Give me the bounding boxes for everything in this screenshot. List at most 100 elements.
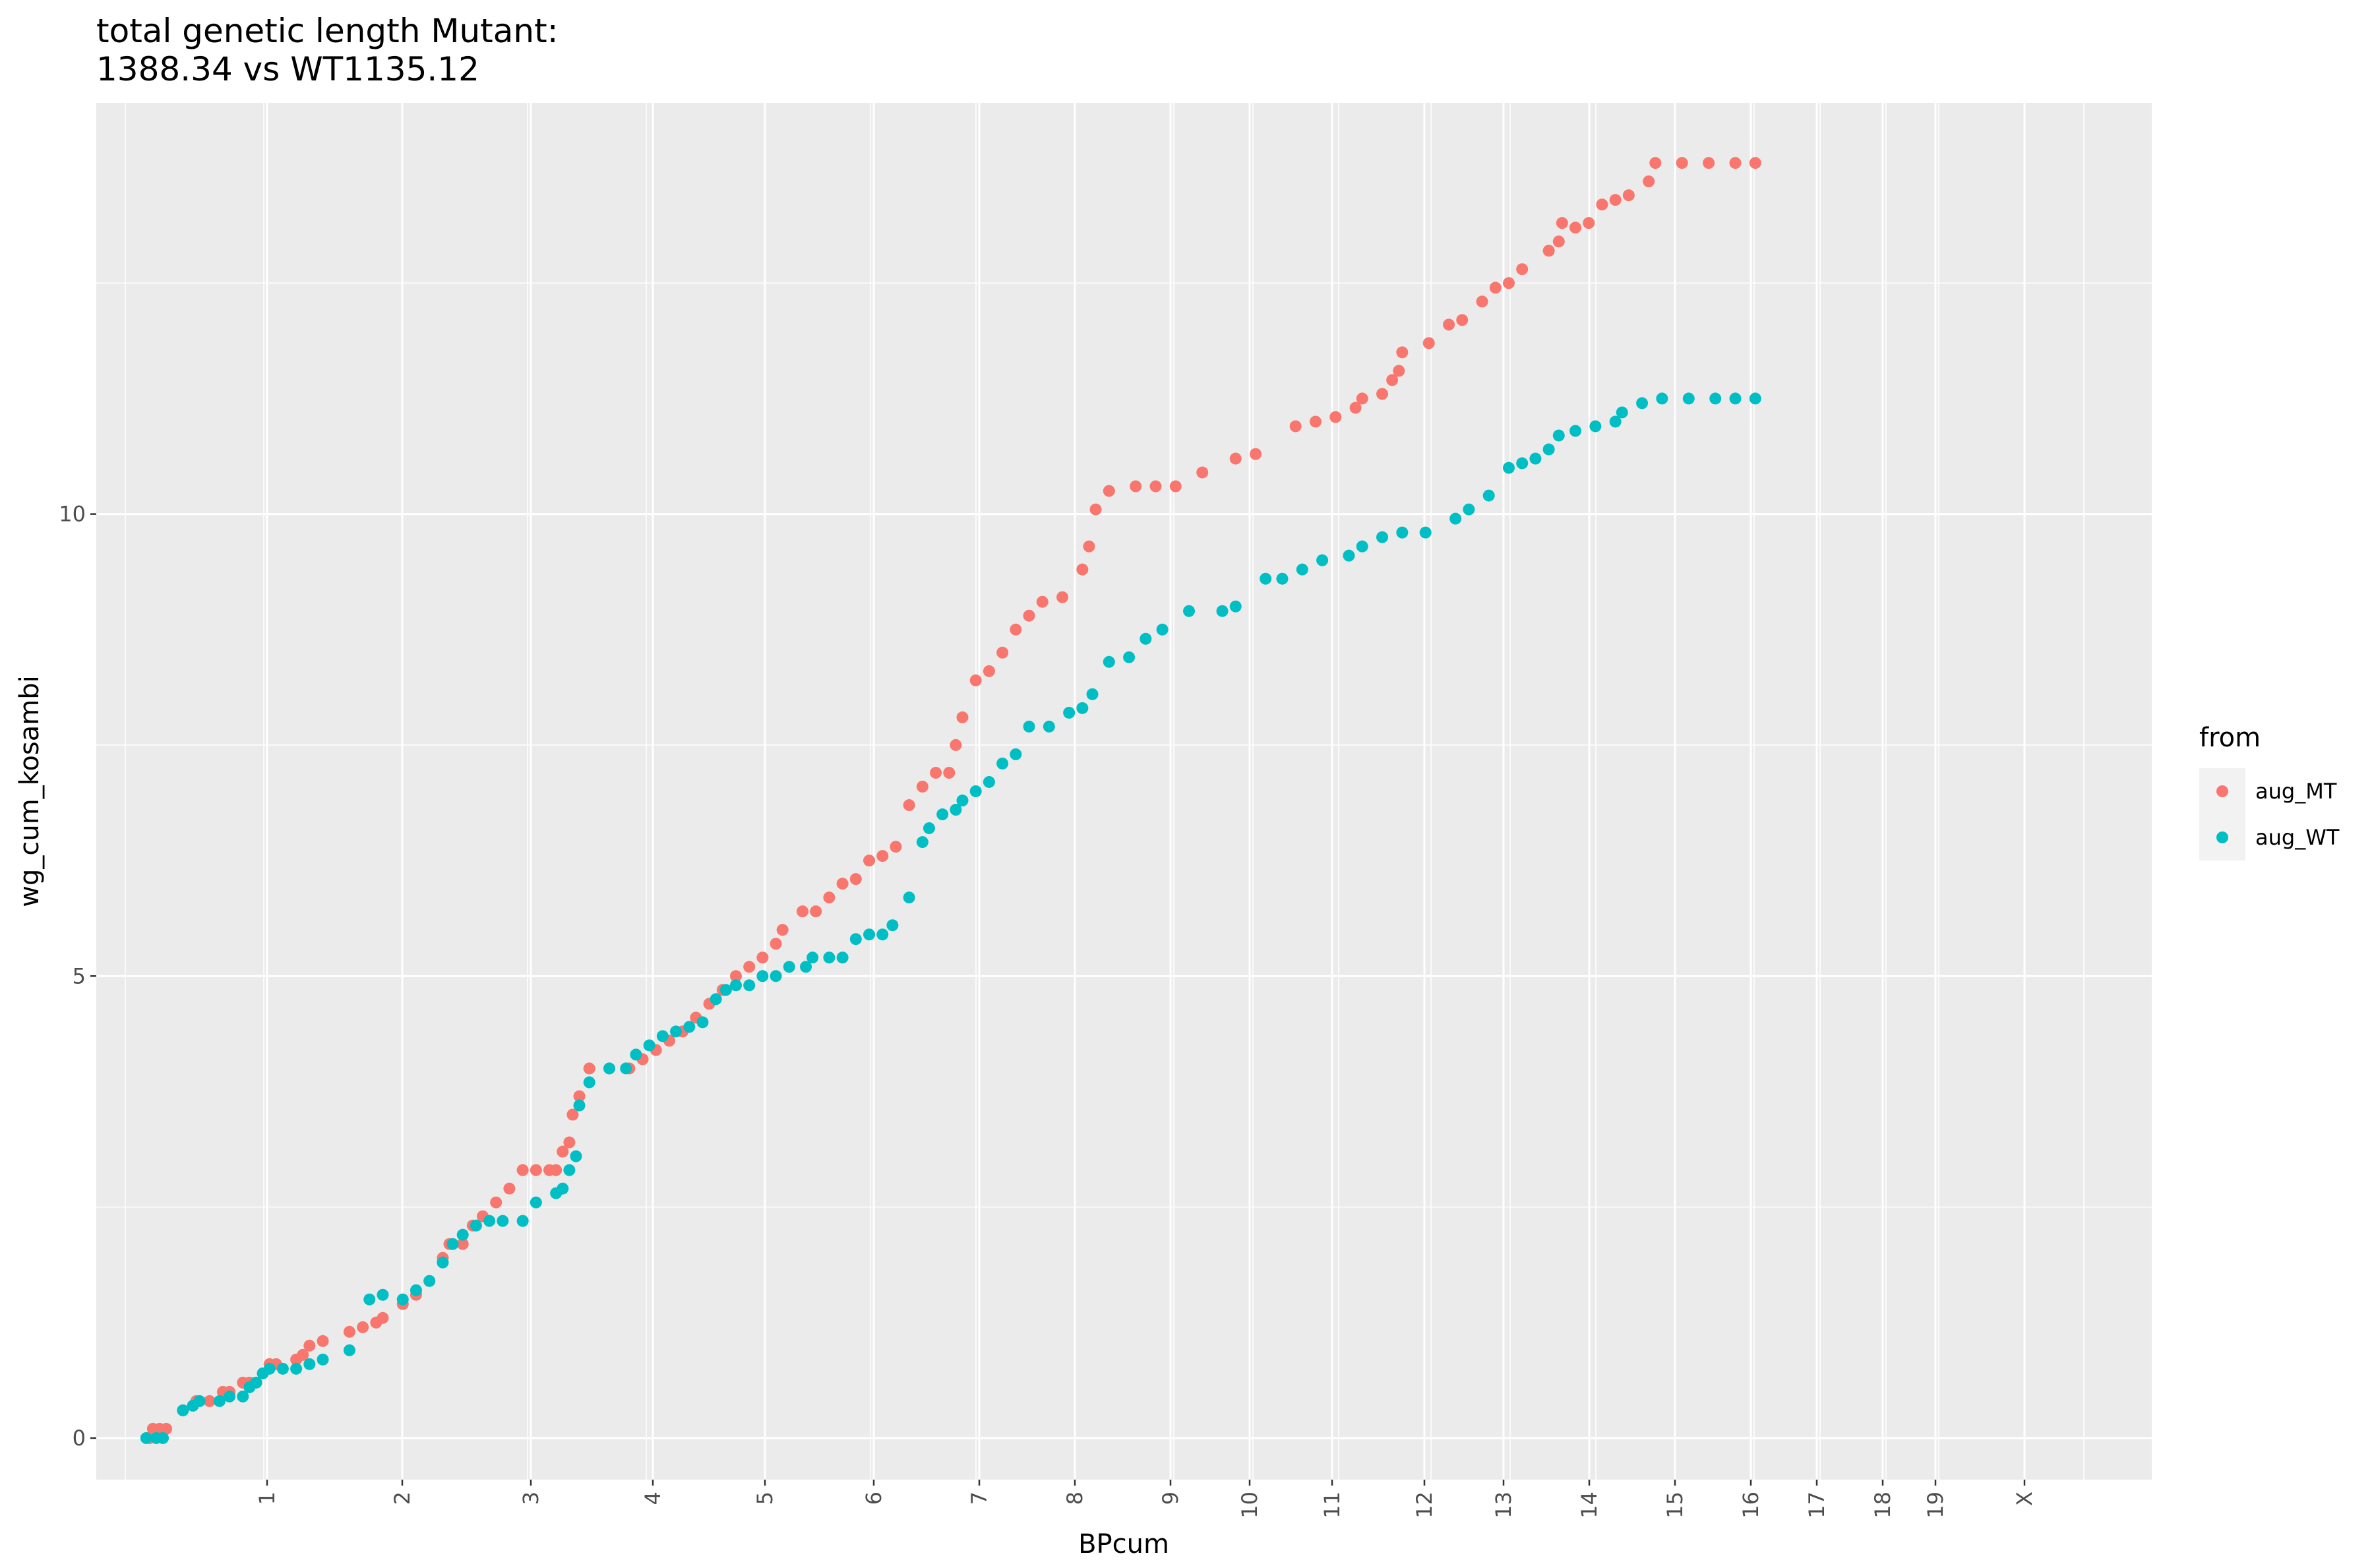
data-point-aug_MT — [1622, 189, 1635, 202]
data-point-aug_MT — [583, 1062, 595, 1075]
data-point-aug_WT — [823, 951, 836, 964]
data-point-aug_MT — [1309, 415, 1322, 428]
data-point-aug_MT — [317, 1335, 329, 1347]
data-point-aug_MT — [1643, 175, 1655, 188]
data-point-aug_MT — [550, 1164, 563, 1176]
data-point-aug_WT — [1316, 554, 1329, 566]
data-point-aug_WT — [1356, 540, 1368, 553]
data-point-aug_MT — [756, 951, 769, 964]
x-tick-label: 19 — [1923, 1492, 1948, 1519]
x-tick-label: 16 — [1738, 1492, 1763, 1519]
data-point-aug_WT — [1123, 651, 1136, 663]
x-tick-label: 10 — [1237, 1492, 1262, 1519]
data-point-aug_WT — [1482, 489, 1495, 502]
data-point-aug_MT — [1676, 157, 1688, 169]
data-point-aug_MT — [743, 961, 756, 973]
data-point-aug_WT — [1023, 720, 1035, 733]
data-point-aug_MT — [1229, 452, 1242, 465]
data-point-aug_WT — [396, 1293, 409, 1306]
x-tick-label: 11 — [1320, 1492, 1345, 1519]
chart-title-line-2: 1388.34 vs WT1135.12 — [96, 50, 479, 88]
data-point-aug_MT — [1250, 448, 1262, 460]
data-point-aug_WT — [886, 919, 899, 932]
data-point-aug_WT — [410, 1284, 422, 1296]
data-point-aug_MT — [563, 1136, 576, 1149]
data-point-aug_WT — [743, 979, 756, 992]
data-point-aug_MT — [1076, 563, 1089, 576]
legend-label-aug-mt: aug_MT — [2255, 779, 2337, 804]
data-point-aug_MT — [1443, 318, 1455, 331]
data-point-aug_WT — [996, 757, 1009, 769]
data-point-aug_WT — [516, 1215, 529, 1227]
grid-lines — [96, 103, 2152, 1480]
data-point-aug_WT — [497, 1215, 509, 1227]
data-point-aug_WT — [140, 1432, 152, 1444]
data-point-aug_WT — [643, 1039, 655, 1052]
data-point-aug_MT — [930, 766, 942, 779]
data-point-aug_MT — [377, 1312, 389, 1324]
data-point-aug_MT — [903, 799, 915, 812]
data-point-aug_WT — [1616, 406, 1628, 419]
data-point-aug_WT — [696, 1016, 709, 1029]
data-point-aug_WT — [583, 1076, 595, 1089]
x-tick-label: 9 — [1158, 1492, 1183, 1505]
data-point-aug_WT — [1076, 702, 1089, 714]
data-point-aug_WT — [1542, 443, 1555, 456]
x-tick-label: 17 — [1804, 1492, 1829, 1519]
data-point-aug_WT — [1502, 462, 1515, 474]
data-point-aug_WT — [1010, 748, 1022, 760]
data-point-aug_WT — [1396, 526, 1409, 539]
data-point-aug_WT — [756, 970, 769, 982]
data-point-aug_WT — [563, 1164, 576, 1176]
data-point-aug_MT — [1130, 480, 1142, 493]
data-point-aug_WT — [807, 951, 819, 964]
data-point-aug_WT — [1086, 688, 1099, 700]
data-point-aug_MT — [1516, 263, 1529, 276]
data-point-aug_MT — [557, 1145, 569, 1158]
data-point-aug_MT — [849, 873, 862, 886]
legend-title: from — [2199, 723, 2261, 753]
data-point-aug_MT — [490, 1196, 502, 1209]
data-points — [140, 157, 1761, 1444]
data-point-aug_MT — [1556, 217, 1568, 229]
x-tick-label: 7 — [967, 1492, 992, 1505]
legend-label-aug-wt: aug_WT — [2255, 825, 2340, 850]
data-point-aug_WT — [1449, 512, 1462, 525]
data-point-aug_WT — [343, 1344, 355, 1356]
data-point-aug_WT — [729, 979, 742, 992]
data-point-aug_WT — [1463, 503, 1475, 516]
data-point-aug_MT — [1502, 277, 1515, 289]
x-axis-title: BPcum — [1078, 1529, 1169, 1559]
data-point-aug_MT — [1596, 198, 1608, 211]
data-point-aug_WT — [423, 1275, 436, 1287]
data-point-aug_MT — [1056, 591, 1069, 603]
data-point-aug_WT — [1569, 425, 1582, 437]
x-tick-label: X — [2012, 1492, 2037, 1506]
x-tick-label: 4 — [640, 1492, 665, 1505]
data-point-aug_MT — [1476, 295, 1488, 308]
data-point-aug_MT — [503, 1182, 516, 1195]
data-point-aug_WT — [1063, 706, 1076, 719]
data-point-aug_MT — [1036, 595, 1049, 608]
data-point-aug_WT — [950, 804, 962, 816]
data-point-aug_WT — [719, 984, 732, 996]
data-point-aug_MT — [776, 924, 789, 936]
data-point-aug_WT — [1636, 397, 1649, 409]
data-point-aug_WT — [224, 1390, 236, 1402]
data-point-aug_WT — [573, 1099, 586, 1112]
data-point-aug_MT — [943, 766, 956, 779]
data-point-aug_MT — [796, 905, 808, 918]
data-point-aug_WT — [783, 961, 795, 973]
chart-title-line-1: total genetic length Mutant: — [96, 12, 559, 50]
x-tick-label: 8 — [1062, 1492, 1087, 1505]
data-point-aug_MT — [890, 841, 902, 853]
data-point-aug_MT — [1489, 282, 1502, 294]
data-point-aug_WT — [177, 1404, 189, 1416]
data-point-aug_MT — [916, 780, 928, 793]
data-point-aug_WT — [836, 951, 849, 964]
data-point-aug_MT — [1023, 609, 1035, 622]
y-tick-label: 10 — [59, 502, 86, 527]
data-point-aug_WT — [936, 808, 949, 821]
data-point-aug_MT — [770, 938, 782, 950]
data-point-aug_MT — [1609, 194, 1622, 206]
